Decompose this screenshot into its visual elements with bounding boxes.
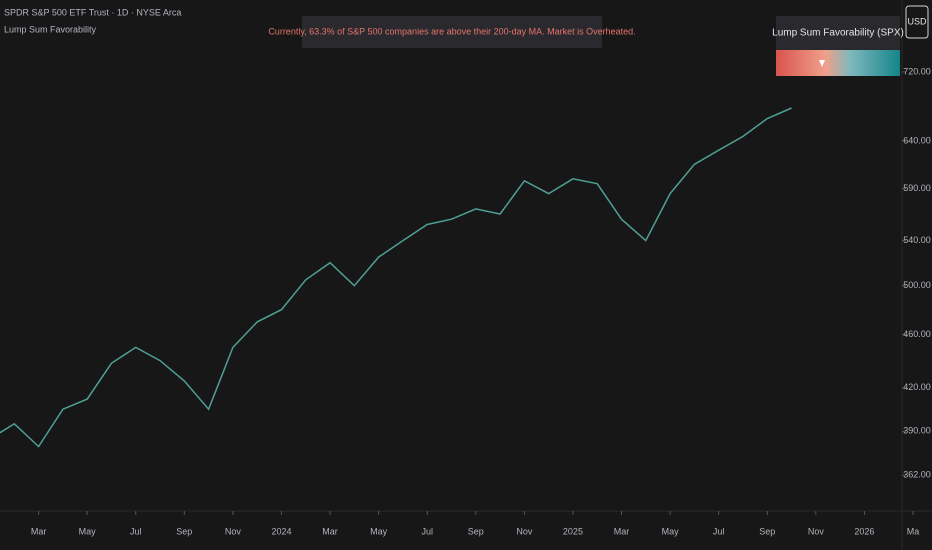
x-tick-label: Nov [808, 526, 825, 536]
currency[interactable]: USD [907, 16, 927, 26]
x-tick-label: Jul [421, 526, 433, 536]
x-tick-label: Nov [225, 526, 242, 536]
y-tick-label: 390.00 [903, 426, 931, 436]
y-tick-label: 500.00 [903, 280, 931, 290]
x-tick-label: Mar [322, 526, 338, 536]
x-tick-label: May [79, 526, 97, 536]
panel-title: Lump Sum Favorability (SPX) [772, 28, 904, 39]
price-line [0, 107, 792, 448]
x-tick-label: May [370, 526, 388, 536]
y-tick-label: 420.00 [903, 382, 931, 392]
y-tick-label: 362.00 [903, 469, 931, 479]
y-tick-label: 460.00 [903, 329, 931, 339]
y-tick-label: 540.00 [903, 235, 931, 245]
symbol-title: SPDR S&P 500 ETF Trust · 1D · NYSE Arca [4, 7, 181, 17]
x-tick-label: 2024 [271, 526, 291, 536]
annotation-box [302, 16, 602, 48]
plot-area [0, 107, 792, 448]
panel-header [776, 16, 900, 50]
y-tick-label: 640.00 [903, 135, 931, 145]
x-tick-label: 2026 [854, 526, 874, 536]
currency-box[interactable] [905, 5, 929, 39]
x-tick-label: Jul [713, 526, 725, 536]
x-tick-label: Jul [130, 526, 142, 536]
favorability-marker [819, 60, 825, 67]
x-tick-label: Nov [516, 526, 533, 536]
y-tick-label: 720.00 [903, 66, 931, 76]
x-tick-label: Sep [759, 526, 775, 536]
indicator-name: Lump Sum Favorability [4, 24, 97, 34]
x-tick-label: Mar [31, 526, 47, 536]
x-tick-label: Sep [468, 526, 484, 536]
x-tick-label: May [662, 526, 680, 536]
x-tick-label: Mar [614, 526, 630, 536]
x-tick-label: Sep [176, 526, 192, 536]
y-tick-label: 590.00 [903, 183, 931, 193]
annotation: Currently, 63.3% of S&P 500 companies ar… [268, 26, 635, 36]
x-tick-label: 2025 [563, 526, 583, 536]
x-tick-label: Ma [907, 526, 920, 536]
favorability-gradient [776, 50, 900, 76]
